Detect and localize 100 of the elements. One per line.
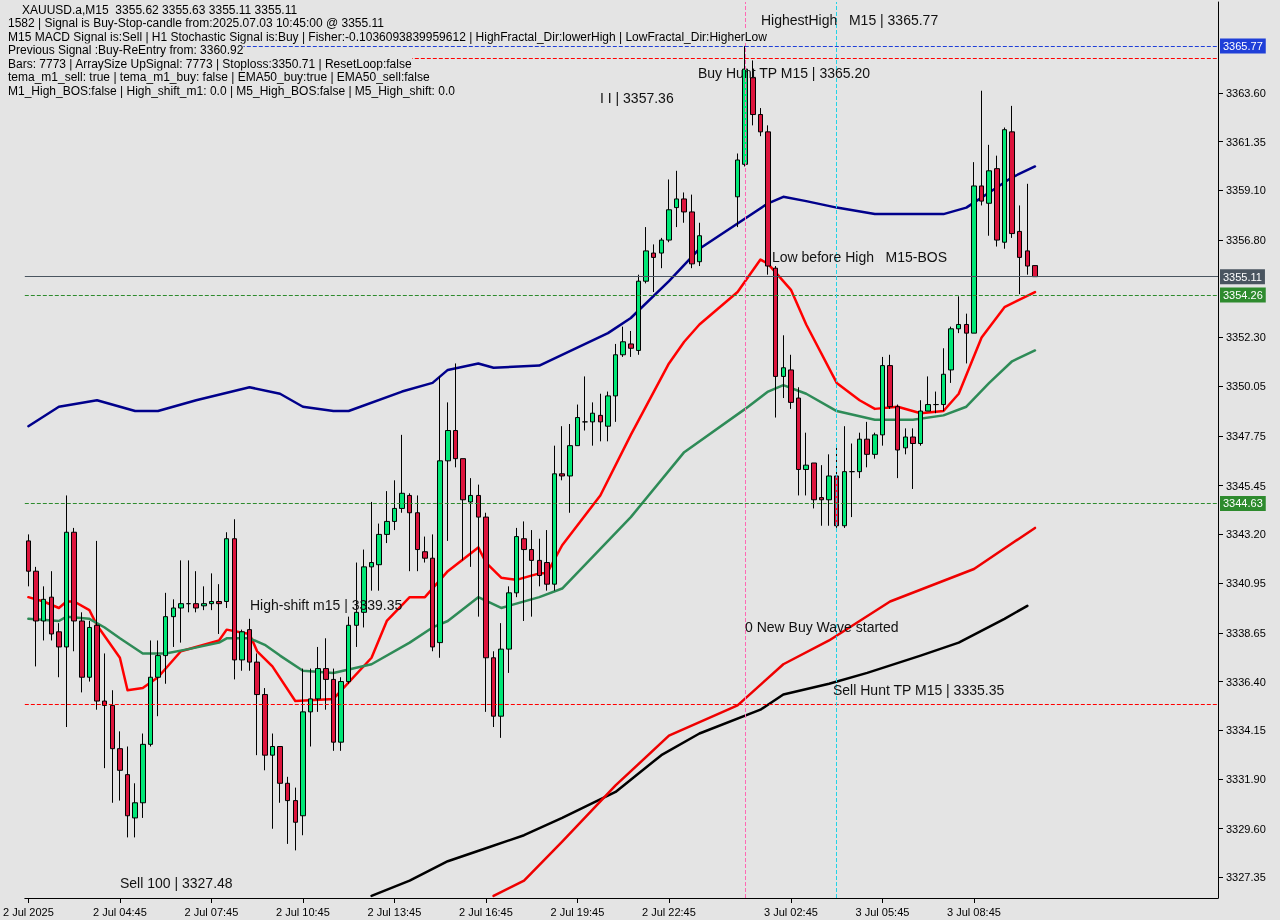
line-series: [27, 165, 1037, 428]
candlestick: [903, 427, 908, 455]
candlestick: [171, 598, 176, 648]
candlestick: [880, 356, 885, 447]
candlestick: [293, 787, 298, 851]
x-tick-label: 2 Jul 19:45: [550, 905, 605, 918]
annotation: M1_High_BOS:false | High_shift_m1: 0.0 | M5_High_BOS:false | M5_High_shift: 0.0: [8, 83, 456, 98]
candlestick: [422, 536, 428, 564]
candlestick: [64, 494, 69, 728]
candlestick: [590, 401, 595, 447]
y-tick-label: 3343.20: [1226, 528, 1266, 541]
candlestick: [796, 386, 801, 496]
candlestick: [1017, 204, 1022, 295]
ref-line-label: 3354.26: [1223, 289, 1263, 302]
x-tick-label: 3 Jul 08:45: [947, 905, 1001, 918]
candlestick: [773, 265, 778, 419]
candlestick: [407, 492, 412, 572]
candlestick: [514, 527, 519, 598]
candlestick: [651, 243, 656, 293]
candlestick: [956, 295, 961, 334]
candlestick: [384, 490, 390, 544]
candlestick: [521, 520, 527, 622]
y-tick-label: 3347.75: [1226, 429, 1266, 442]
candlestick: [643, 226, 649, 284]
y-tick-label: 3356.80: [1226, 234, 1266, 247]
candlestick: [765, 124, 771, 276]
candlestick: [399, 434, 405, 514]
y-tick-label: 3363.60: [1226, 86, 1266, 99]
candlestick: [476, 484, 481, 618]
candlestick: [1032, 264, 1038, 278]
candlestick: [155, 639, 161, 717]
candlestick: [941, 347, 946, 412]
x-tick-label: 2 Jul 07:45: [184, 905, 239, 918]
candlestick: [232, 518, 237, 680]
candlestick: [605, 391, 611, 442]
candlestick: [674, 170, 679, 228]
candlestick: [468, 477, 473, 568]
candlestick: [598, 393, 603, 442]
candlestick: [994, 155, 1000, 248]
candlestick: [270, 733, 275, 830]
candlestick: [140, 733, 146, 819]
candlestick: [224, 531, 229, 609]
candlestick: [758, 107, 763, 137]
y-tick-label: 3352.30: [1226, 331, 1266, 344]
annotation: Sell Hunt TP M15 | 3335.35: [833, 682, 1005, 698]
annotation: Previous Signal :Buy-ReEntry from: 3360.92: [8, 43, 244, 57]
candlestick: [575, 404, 580, 447]
candlestick: [620, 326, 626, 358]
candlestick: [948, 326, 954, 384]
candlestick: [529, 529, 534, 618]
y-tick-label: 3338.65: [1226, 626, 1266, 639]
candlestick: [849, 443, 855, 518]
candlestick: [925, 375, 931, 412]
y-tick-label: 3334.15: [1226, 724, 1266, 737]
candlestick: [148, 639, 153, 747]
candlestick: [887, 354, 893, 410]
y-tick-label: 3329.60: [1226, 822, 1266, 835]
candlestick: [193, 570, 199, 613]
candlestick: [94, 540, 100, 711]
candlestick: [857, 432, 862, 479]
candlestick: [460, 458, 466, 561]
candlestick: [453, 362, 458, 468]
candlestick: [689, 194, 695, 269]
candlestick: [415, 494, 420, 572]
ref-line-label: 3365.77: [1223, 39, 1263, 52]
y-tick-label: 3327.35: [1226, 871, 1266, 884]
candlestick: [910, 427, 916, 490]
candlestick: [1009, 105, 1015, 239]
chart-title: XAUUSD.a,M15 3355.62 3355.63 3355.11 3355.11: [22, 2, 298, 17]
candlestick: [559, 425, 565, 481]
candlestick: [971, 161, 977, 334]
candlestick: [315, 646, 321, 713]
annotation: HighestHigh M15 | 3365.77: [761, 12, 939, 28]
line-series: [492, 526, 1037, 898]
y-tick-label: 3340.95: [1226, 577, 1266, 590]
candlestick: [369, 501, 374, 592]
candlestick: [659, 237, 664, 269]
candlestick: [842, 425, 847, 529]
candlestick: [346, 616, 351, 685]
candlestick: [117, 730, 123, 802]
candlestick: [819, 464, 824, 527]
candlestick: [811, 462, 817, 509]
candlestick: [323, 637, 329, 711]
candlestick: [277, 746, 283, 804]
candlestick: [918, 399, 923, 447]
candlestick: [247, 618, 252, 672]
annotation: Bars: 7773 | ArraySize UpSignal: 7773 | Stoploss:3350.71 | ResetLoop:false: [8, 56, 412, 71]
candlestick: [986, 144, 992, 237]
candlestick: [239, 629, 245, 672]
candlestick: [209, 572, 214, 611]
candlestick: [430, 533, 435, 652]
candlestick: [392, 479, 397, 531]
candlestick: [544, 529, 550, 592]
candlestick: [102, 652, 107, 769]
x-tick-label: 2 Jul 10:45: [275, 905, 330, 918]
candlestick: [437, 375, 443, 659]
candlestick: [681, 191, 687, 224]
candlestick: [201, 585, 207, 611]
candlestick: [125, 746, 130, 838]
candlestick: [979, 90, 984, 206]
